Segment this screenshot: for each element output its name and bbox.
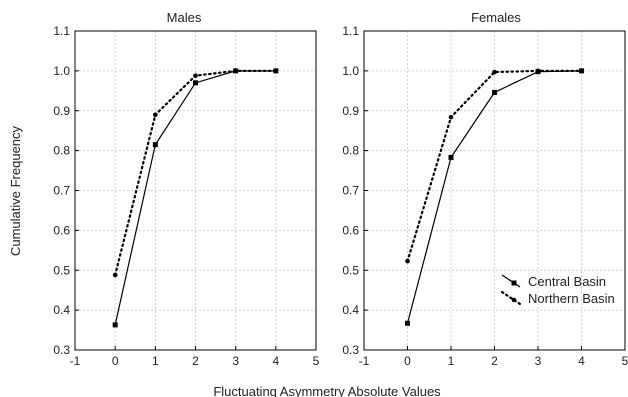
y-tick-label: 0.3 [53, 343, 70, 357]
y-tick-label: 1.1 [53, 24, 70, 38]
data-point-square [112, 322, 118, 328]
x-tick-label: 5 [313, 354, 320, 368]
y-tick-label: 1.0 [53, 64, 70, 78]
x-tick-label: 5 [622, 354, 628, 368]
x-tick-label: 0 [404, 354, 411, 368]
data-point-square [405, 320, 410, 326]
series-line-northern-basin [406, 69, 583, 263]
plot-frame [74, 30, 317, 351]
data-point-circle [153, 112, 158, 118]
data-point-circle [579, 68, 584, 74]
y-tick-label: 0.6 [342, 223, 359, 237]
panel-title-males: Males [167, 10, 202, 25]
y-tick-label: 0.8 [53, 144, 70, 158]
y-tick-label: 0.8 [342, 144, 359, 158]
y-tick-label: 0.6 [53, 223, 70, 237]
y-tick-label: 0.7 [53, 184, 70, 198]
x-tick-label: -1 [359, 354, 370, 368]
data-point-circle [405, 258, 410, 264]
y-axis-title: Cumulative Frequency [8, 125, 23, 256]
y-tick-label: 0.9 [342, 104, 359, 118]
data-point-circle [193, 73, 198, 78]
x-tick-label: 4 [272, 354, 279, 368]
y-tick-label: 1.1 [342, 24, 359, 38]
data-point-circle [233, 68, 238, 74]
y-tick-label: 0.3 [342, 343, 359, 357]
y-tick-label: 0.9 [53, 104, 70, 118]
y-tick-label: 0.4 [53, 303, 70, 317]
y-tick-label: 0.5 [342, 263, 359, 277]
legend-marker-square [511, 280, 517, 286]
legend-label: Central Basin [528, 274, 606, 289]
x-tick-label: 3 [232, 354, 239, 368]
y-tick-label: 1.0 [342, 64, 359, 78]
data-point-circle [535, 68, 541, 74]
x-tick-label: 1 [152, 354, 159, 368]
panel-males: Males -1 0 1 2 3 4 5 0.3 0.4 0.5 0.6 0.7 0.8 0.9 1.0 1.… [53, 10, 319, 368]
panel-females: Females -1 0 1 2 3 4 5 0.3 0.4 0.5 0.6 0.7 0.8 0.9 1.0… [342, 10, 628, 368]
legend-line [501, 274, 521, 288]
data-point-circle [112, 272, 118, 278]
data-point-circle [492, 69, 497, 75]
x-axis-title: Fluctuating Asymmetry Absolute Values [213, 384, 441, 397]
data-point-square [448, 154, 454, 160]
x-tick-label: 1 [448, 354, 455, 368]
x-tick-label: 3 [535, 354, 542, 368]
legend-line [500, 290, 522, 306]
data-point-square [152, 142, 158, 148]
panel-title-females: Females [471, 10, 521, 25]
legend-marker-circle [511, 297, 517, 303]
y-tick-label: 0.5 [53, 263, 70, 277]
plot-frame [363, 30, 626, 351]
x-tick-label: -1 [70, 354, 81, 368]
x-tick-label: 2 [491, 354, 498, 368]
y-tick-label: 0.7 [342, 184, 359, 198]
legend-label: Northern Basin [528, 291, 615, 306]
y-tick-label: 0.4 [342, 303, 359, 317]
x-tick-label: 4 [578, 354, 585, 368]
data-point-square [193, 80, 198, 86]
data-point-circle [448, 114, 454, 120]
data-point-square [492, 89, 497, 95]
x-tick-label: 0 [112, 354, 119, 368]
x-tick-label: 2 [192, 354, 199, 368]
data-point-circle [273, 68, 279, 74]
